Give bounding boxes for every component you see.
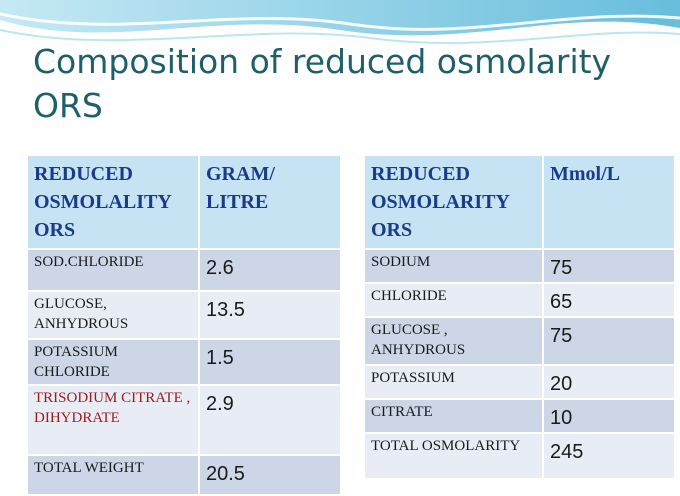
mmol-per-litre-table: REDUCED OSMOLARITY ORS Mmol/L SODIUM 75 … [363,154,676,480]
row-label: SODIUM [365,250,542,282]
row-value: 20 [544,366,674,398]
row-label: CITRATE [365,400,542,432]
table-row: GLUCOSE , ANHYDROUS 75 [365,318,674,364]
row-value: 2.9 [200,386,340,454]
table-row: SODIUM 75 [365,250,674,282]
row-value: 2.6 [200,250,340,290]
header-gram-litre: GRAM/ LITRE [200,156,340,248]
row-label: GLUCOSE , ANHYDROUS [365,318,542,364]
header-composition: REDUCED OSMOLARITY ORS [365,156,542,248]
row-value: 13.5 [200,292,340,338]
row-value: 1.5 [200,340,340,384]
gram-per-litre-table: REDUCED OSMOLALITY ORS GRAM/ LITRE SOD.C… [26,154,342,496]
table-row: POTASSIUM CHLORIDE 1.5 [28,340,340,384]
row-label: SOD.CHLORIDE [28,250,198,290]
row-label: TRISODIUM CITRATE , DIHYDRATE [28,386,198,454]
row-value: 75 [544,250,674,282]
header-mmol-litre: Mmol/L [544,156,674,248]
table-row: CITRATE 10 [365,400,674,432]
table-row: TRISODIUM CITRATE , DIHYDRATE 2.9 [28,386,340,454]
row-label: CHLORIDE [365,284,542,316]
row-value: 20.5 [200,456,340,494]
table-row: GLUCOSE, ANHYDROUS 13.5 [28,292,340,338]
row-value: 245 [544,434,674,478]
table-row: CHLORIDE 65 [365,284,674,316]
table-row: POTASSIUM 20 [365,366,674,398]
row-value: 75 [544,318,674,364]
row-label: GLUCOSE, ANHYDROUS [28,292,198,338]
slide-title: Composition of reduced osmolarity ORS [33,42,612,125]
row-label: TOTAL WEIGHT [28,456,198,494]
row-label: TOTAL OSMOLARITY [365,434,542,478]
table-row: TOTAL WEIGHT 20.5 [28,456,340,494]
row-label: POTASSIUM [365,366,542,398]
table-row: TOTAL OSMOLARITY 245 [365,434,674,478]
row-value: 65 [544,284,674,316]
row-label: POTASSIUM CHLORIDE [28,340,198,384]
left-composition-table-wrapper: REDUCED OSMOLALITY ORS GRAM/ LITRE SOD.C… [26,154,342,496]
decorative-wave-banner [0,0,680,45]
table-row: SOD.CHLORIDE 2.6 [28,250,340,290]
header-composition: REDUCED OSMOLALITY ORS [28,156,198,248]
right-composition-table-wrapper: REDUCED OSMOLARITY ORS Mmol/L SODIUM 75 … [363,154,676,480]
row-value: 10 [544,400,674,432]
